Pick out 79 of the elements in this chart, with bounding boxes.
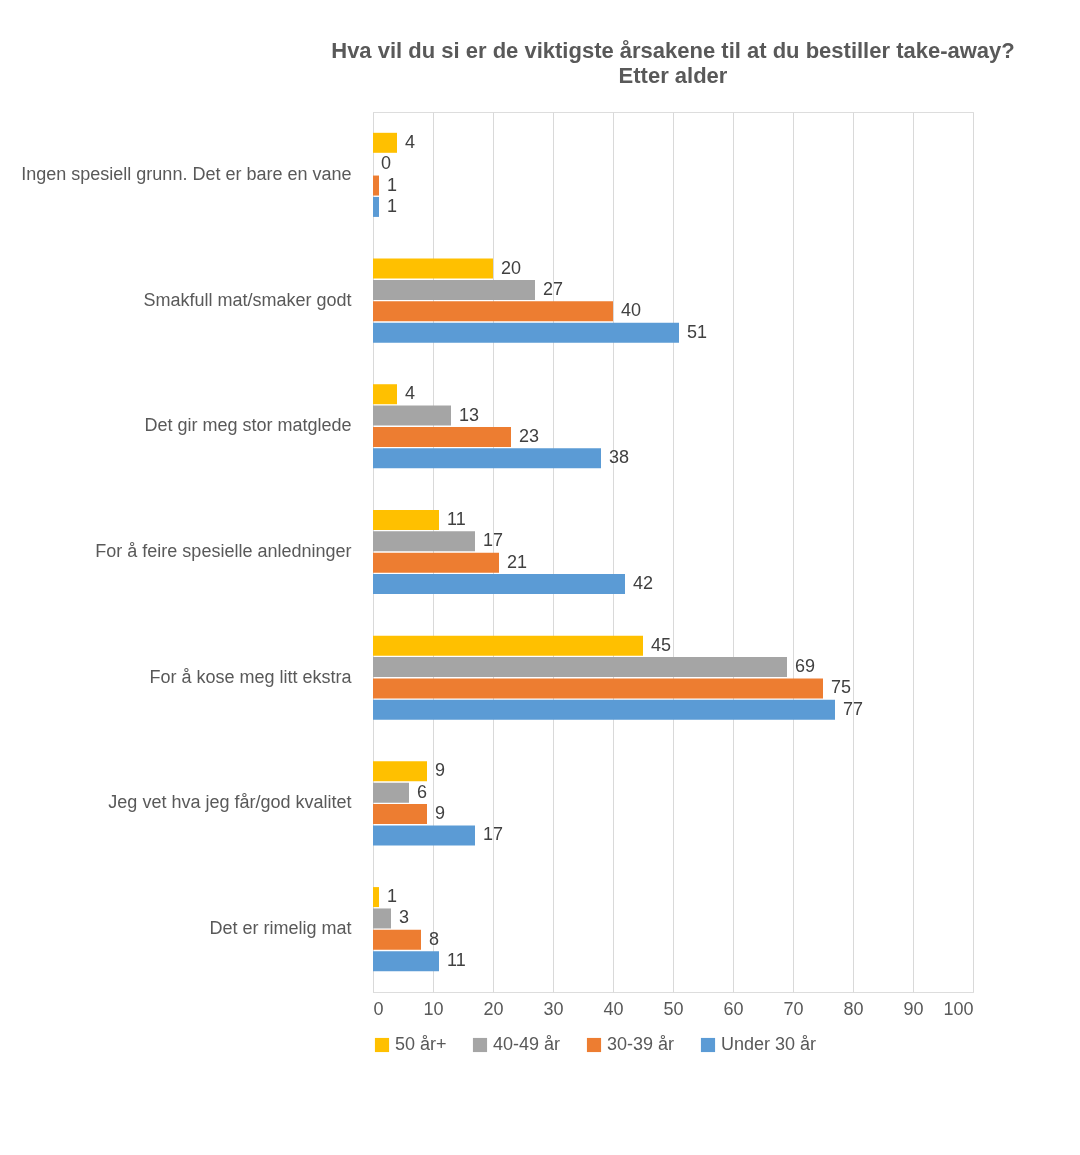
bar [373, 196, 379, 217]
bar [373, 929, 421, 950]
bar [373, 531, 475, 552]
data-label: 69 [795, 656, 816, 677]
y-tick-label: For å feire spesielle anledninger [95, 541, 352, 561]
bar [373, 405, 451, 426]
chart-subtitle: Etter alder [618, 63, 728, 88]
bar [373, 258, 493, 279]
legend-label: 50 år+ [395, 1034, 447, 1054]
y-tick-label: Smakfull mat/smaker godt [143, 289, 352, 310]
data-label: 27 [543, 278, 564, 299]
data-label: 11 [447, 950, 466, 971]
bar [373, 279, 535, 300]
bar [373, 132, 397, 153]
y-tick-label: Det er rimelig mat [209, 918, 352, 939]
bar [373, 175, 379, 196]
data-label: 8 [429, 928, 440, 949]
bar [373, 699, 835, 720]
bar [373, 384, 397, 405]
x-tick-label: 10 [423, 998, 444, 1019]
x-tick-label: 20 [483, 998, 504, 1019]
x-tick-label: 60 [723, 998, 744, 1019]
data-label: 4 [405, 131, 416, 152]
bar [373, 448, 601, 469]
legend-label: 30-39 år [607, 1034, 675, 1054]
bar [373, 761, 427, 782]
data-label: 1 [387, 886, 398, 907]
data-label: 51 [687, 321, 708, 342]
data-label: 6 [417, 781, 428, 802]
y-tick-label: Jeg vet hva jeg får/god kvalitet [108, 792, 352, 813]
data-label: 23 [519, 425, 540, 446]
data-label: 3 [399, 907, 410, 928]
x-tick-label: 70 [783, 998, 804, 1019]
data-label: 4 [405, 383, 416, 404]
data-label: 17 [483, 530, 504, 551]
bar [373, 908, 391, 929]
bar [373, 825, 475, 846]
x-tick-label: 40 [603, 998, 624, 1019]
data-label: 77 [843, 698, 864, 719]
data-label: 9 [435, 803, 446, 824]
x-tick-label: 30 [543, 998, 564, 1019]
bar [373, 887, 379, 908]
bar [373, 322, 679, 343]
chart-title: Hva vil du si er de viktigste årsakene til at du bestiller take-away? [331, 38, 1015, 63]
data-label: 0 [381, 153, 392, 174]
data-label: 9 [435, 760, 446, 781]
data-label: 20 [501, 257, 522, 278]
bar [373, 951, 439, 972]
y-tick-label: Det gir meg stor matglede [144, 415, 352, 436]
y-tick-label: For å kose meg litt ekstra [149, 666, 353, 687]
data-label: 38 [609, 447, 630, 468]
x-tick-label: 80 [843, 998, 864, 1019]
data-label: 40 [621, 300, 642, 321]
legend-label: Under 30 år [721, 1034, 817, 1054]
y-tick-label: Ingen spesiell grunn. Det er bare en vane [21, 163, 352, 184]
data-label: 13 [459, 404, 480, 425]
data-label: 1 [387, 195, 398, 216]
bar [373, 782, 409, 803]
data-label: 11 [447, 508, 466, 529]
data-label: 42 [633, 573, 654, 594]
bar [373, 678, 823, 699]
data-label: 1 [387, 174, 398, 195]
data-label: 75 [831, 677, 852, 698]
bar [373, 635, 643, 656]
bar [373, 657, 787, 678]
bar [373, 552, 499, 573]
bar [373, 804, 427, 825]
bar [373, 426, 511, 447]
x-tick-label: 100 [943, 998, 974, 1019]
x-tick-label: 50 [663, 998, 684, 1019]
bar [373, 301, 613, 322]
bar [373, 509, 439, 530]
x-tick-label: 0 [373, 998, 384, 1019]
data-label: 21 [507, 551, 528, 572]
data-label: 45 [651, 634, 672, 655]
x-tick-label: 90 [903, 998, 924, 1019]
legend-label: 40-49 år [493, 1034, 561, 1054]
data-label: 17 [483, 824, 504, 845]
bar [373, 574, 625, 595]
